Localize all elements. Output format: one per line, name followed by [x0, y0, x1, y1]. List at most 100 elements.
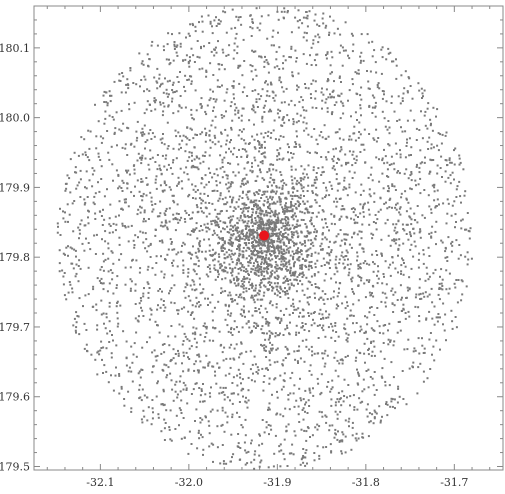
- scatter-point: [168, 186, 171, 189]
- scatter-point: [248, 261, 251, 264]
- scatter-point: [259, 434, 261, 437]
- scatter-point: [161, 225, 164, 228]
- scatter-point: [187, 268, 190, 271]
- scatter-point: [386, 218, 389, 221]
- scatter-point: [300, 249, 302, 252]
- scatter-point: [239, 237, 242, 240]
- scatter-point: [217, 223, 220, 226]
- scatter-point: [139, 396, 142, 399]
- scatter-point: [104, 258, 107, 261]
- scatter-point: [182, 381, 185, 384]
- scatter-point: [143, 75, 146, 78]
- scatter-point: [294, 194, 296, 197]
- scatter-point: [94, 253, 97, 255]
- scatter-point: [274, 228, 277, 231]
- scatter-point: [269, 81, 272, 84]
- scatter-point: [204, 336, 207, 338]
- scatter-point: [279, 230, 282, 233]
- scatter-point: [437, 149, 440, 152]
- scatter-point: [294, 271, 297, 274]
- scatter-point: [285, 248, 288, 251]
- scatter-point: [100, 340, 103, 343]
- scatter-point: [465, 228, 468, 231]
- scatter-point: [264, 318, 267, 320]
- scatter-point: [312, 387, 314, 390]
- scatter-point: [255, 74, 258, 77]
- scatter-point: [306, 287, 309, 290]
- scatter-point: [335, 255, 338, 258]
- scatter-point: [191, 159, 193, 162]
- scatter-point: [233, 42, 236, 45]
- scatter-point: [215, 98, 218, 101]
- scatter-point: [195, 204, 198, 207]
- scatter-point: [310, 82, 313, 85]
- scatter-point: [296, 20, 299, 23]
- scatter-point: [274, 335, 277, 338]
- scatter-point: [266, 220, 269, 223]
- scatter-point: [140, 306, 142, 309]
- scatter-point: [115, 366, 117, 369]
- scatter-point: [192, 54, 195, 57]
- scatter-point: [261, 252, 264, 254]
- scatter-point: [290, 168, 293, 171]
- scatter-point: [245, 350, 248, 353]
- scatter-point: [268, 224, 271, 227]
- scatter-point: [133, 194, 135, 197]
- scatter-point: [177, 182, 180, 185]
- scatter-point: [401, 130, 404, 133]
- scatter-point: [169, 188, 172, 191]
- scatter-point: [116, 311, 119, 314]
- scatter-point: [355, 356, 358, 359]
- scatter-point: [322, 446, 325, 449]
- scatter-point: [313, 231, 316, 234]
- scatter-point: [154, 101, 157, 104]
- scatter-point: [236, 279, 238, 282]
- scatter-point: [208, 181, 210, 184]
- scatter-point: [215, 184, 218, 187]
- scatter-point: [191, 288, 194, 291]
- scatter-point: [100, 266, 103, 268]
- scatter-point: [250, 270, 253, 273]
- scatter-point: [265, 211, 268, 214]
- scatter-point: [210, 254, 213, 257]
- scatter-point: [267, 200, 270, 203]
- scatter-point: [372, 422, 375, 425]
- scatter-point: [260, 263, 263, 266]
- scatter-point: [321, 107, 323, 110]
- scatter-point: [140, 368, 143, 371]
- scatter-point: [378, 158, 380, 161]
- scatter-point: [307, 303, 310, 306]
- scatter-point: [207, 167, 210, 170]
- scatter-point: [400, 74, 403, 77]
- scatter-point: [142, 295, 145, 298]
- scatter-point: [281, 267, 283, 270]
- scatter-point: [188, 430, 191, 433]
- scatter-point: [309, 391, 312, 394]
- scatter-point: [402, 273, 405, 276]
- scatter-point: [352, 211, 355, 214]
- scatter-point: [308, 261, 311, 264]
- scatter-point: [383, 117, 386, 120]
- scatter-point: [157, 289, 160, 292]
- scatter-point: [235, 227, 238, 230]
- scatter-point: [186, 233, 189, 236]
- scatter-point: [243, 278, 246, 280]
- scatter-point: [258, 150, 261, 153]
- scatter-point: [276, 200, 279, 203]
- scatter-point: [422, 370, 425, 373]
- scatter-point: [241, 191, 244, 194]
- scatter-point: [203, 223, 206, 226]
- scatter-point: [231, 334, 234, 336]
- scatter-point: [441, 278, 444, 281]
- scatter-point: [118, 374, 121, 377]
- scatter-point: [296, 360, 299, 363]
- scatter-point: [250, 237, 253, 240]
- scatter-point: [346, 396, 348, 399]
- scatter-point: [106, 102, 109, 105]
- scatter-point: [229, 105, 232, 108]
- scatter-point: [278, 252, 281, 255]
- scatter-point: [216, 409, 219, 412]
- scatter-point: [255, 98, 258, 101]
- scatter-point: [77, 280, 80, 283]
- scatter-point: [225, 143, 228, 146]
